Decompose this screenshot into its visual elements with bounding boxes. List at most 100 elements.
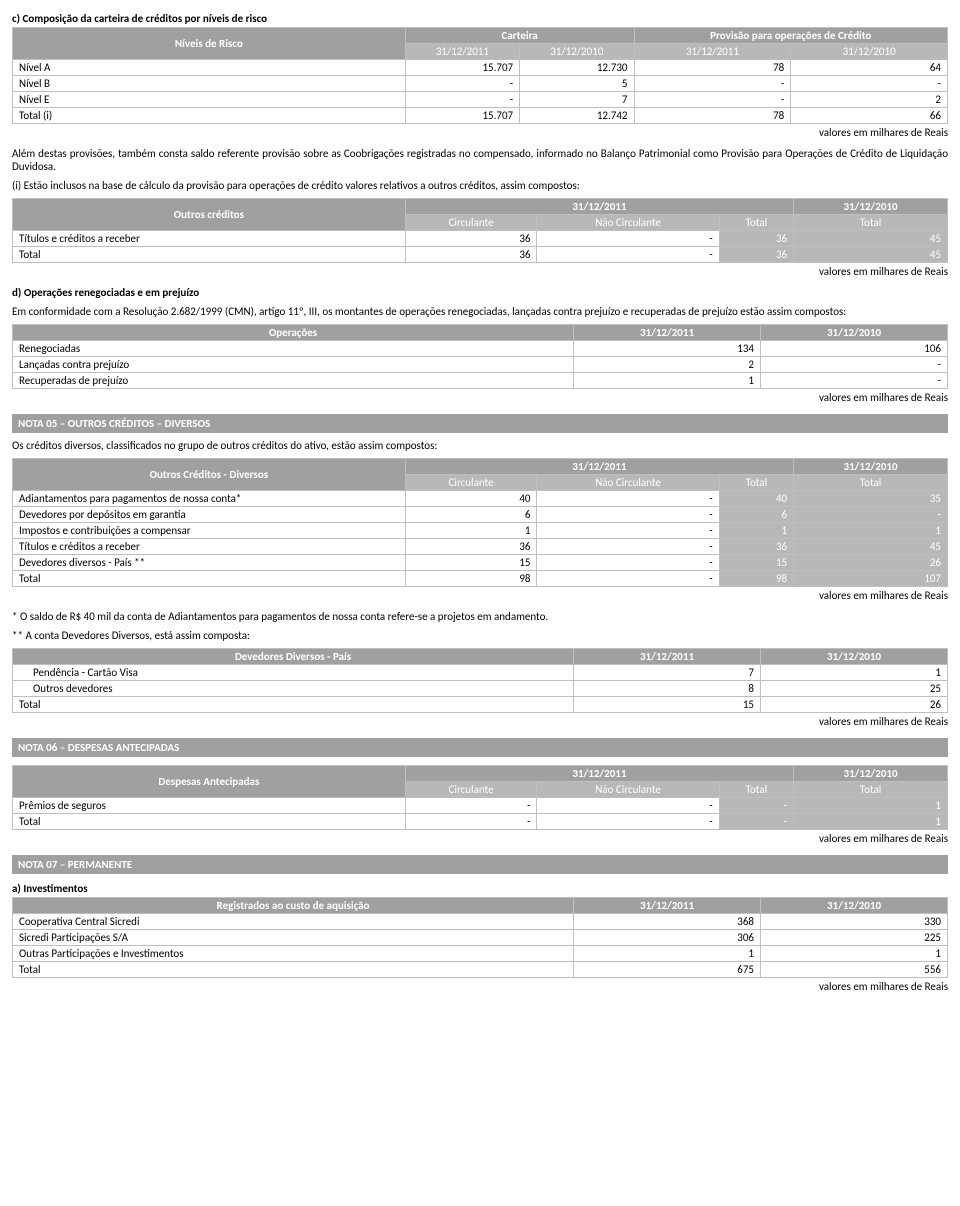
cell-label: Cooperativa Central Sicredi: [13, 914, 574, 930]
cell-value: -: [761, 373, 948, 389]
col-circ: Circulante: [405, 782, 537, 798]
cell-value: 1: [794, 798, 948, 814]
cell-label: Total: [13, 571, 406, 587]
col-2011: 31/12/2011: [574, 649, 761, 665]
cell-value: 36: [405, 247, 537, 263]
cell-value: 36: [719, 539, 793, 555]
cell-value: 368: [574, 914, 761, 930]
col-2010: 31/12/2010: [761, 898, 948, 914]
table-row-total: Total (i) 15.707 12.742 78 66: [13, 108, 948, 124]
cell-value: 1: [405, 523, 537, 539]
footnote: valores em milhares de Reais: [12, 265, 948, 278]
table-row: Renegociadas 134 106: [13, 341, 948, 357]
cell-value: 36: [405, 231, 537, 247]
cell-value: 40: [719, 491, 793, 507]
cell-label: Nível B: [13, 76, 406, 92]
cell-value: -: [537, 798, 719, 814]
cell-value: 6: [405, 507, 537, 523]
table-row-total: Total 98 - 98 107: [13, 571, 948, 587]
col-2010: 31/12/2010: [794, 459, 948, 475]
cell-value: 15: [405, 555, 537, 571]
col-ncirc: Não Circulante: [537, 782, 719, 798]
section-d-title: d) Operações renegociadas e em prejuízo: [12, 286, 948, 299]
paragraph: (i) Estão inclusos na base de cálculo da…: [12, 179, 948, 192]
section-c-title: c) Composição da carteira de créditos po…: [12, 12, 948, 25]
footnote: valores em milhares de Reais: [12, 715, 948, 728]
col-2010: 31/12/2010: [761, 649, 948, 665]
col-carteira: Carteira: [405, 28, 634, 44]
cell-value: 45: [794, 231, 948, 247]
cell-value: 1: [574, 373, 761, 389]
nota05-bar: NOTA 05 – OUTROS CRÉDITOS – DIVERSOS: [12, 414, 948, 433]
cell-value: 225: [761, 930, 948, 946]
table-row-total: Total 675 556: [13, 962, 948, 978]
cell-value: 5: [520, 76, 634, 92]
table-row: Outras Participações e Investimentos 1 1: [13, 946, 948, 962]
table-row: Impostos e contribuições a compensar 1 -…: [13, 523, 948, 539]
cell-value: 8: [574, 681, 761, 697]
cell-value: 1: [794, 814, 948, 830]
col-niveis: Níveis de Risco: [13, 28, 406, 60]
table-row-total: Total 15 26: [13, 697, 948, 713]
cell-label: Lançadas contra prejuízo: [13, 357, 574, 373]
cell-value: 15.707: [405, 60, 519, 76]
cell-value: 78: [634, 60, 791, 76]
cell-label: Outras Participações e Investimentos: [13, 946, 574, 962]
cell-value: 1: [761, 665, 948, 681]
cell-value: -: [537, 571, 719, 587]
table-row: Outros devedores 8 25: [13, 681, 948, 697]
cell-value: 35: [794, 491, 948, 507]
nota07-bar: NOTA 07 – PERMANENTE: [12, 855, 948, 874]
nota06-bar: NOTA 06 – DESPESAS ANTECIPADAS: [12, 738, 948, 757]
table-investimentos: Registrados ao custo de aquisição 31/12/…: [12, 897, 948, 978]
table-row: Pendência - Cartão Visa 7 1: [13, 665, 948, 681]
footnote: valores em milhares de Reais: [12, 589, 948, 602]
cell-value: -: [537, 555, 719, 571]
cell-value: 7: [574, 665, 761, 681]
table-niveis-risco: Níveis de Risco Carteira Provisão para o…: [12, 27, 948, 124]
cell-label: Total: [13, 814, 406, 830]
col-2011: 31/12/2011: [405, 459, 793, 475]
table-row: Lançadas contra prejuízo 2 -: [13, 357, 948, 373]
cell-label: Impostos e contribuições a compensar: [13, 523, 406, 539]
cell-value: -: [794, 507, 948, 523]
col-2011: 31/12/2011: [405, 44, 519, 60]
cell-label: Total: [13, 697, 574, 713]
col-total: Total: [794, 475, 948, 491]
cell-value: 675: [574, 962, 761, 978]
paragraph: Em conformidade com a Resolução 2.682/19…: [12, 305, 948, 318]
cell-value: 1: [761, 946, 948, 962]
col-dd: Devedores Diversos - País: [13, 649, 574, 665]
cell-label: Total: [13, 247, 406, 263]
table-row-total: Total - - - 1: [13, 814, 948, 830]
cell-value: -: [791, 76, 948, 92]
table-devedores-diversos: Devedores Diversos - País 31/12/2011 31/…: [12, 648, 948, 713]
table-row: Prêmios de seguros - - - 1: [13, 798, 948, 814]
cell-label: Nível A: [13, 60, 406, 76]
cell-value: 15: [574, 697, 761, 713]
cell-value: 66: [791, 108, 948, 124]
cell-value: -: [537, 231, 719, 247]
cell-value: 330: [761, 914, 948, 930]
cell-label: Devedores diversos - País **: [13, 555, 406, 571]
footnote: valores em milhares de Reais: [12, 980, 948, 993]
table-row: Nível A 15.707 12.730 78 64: [13, 60, 948, 76]
cell-label: Recuperadas de prejuízo: [13, 373, 574, 389]
cell-value: -: [405, 92, 519, 108]
paragraph: ** A conta Devedores Diversos, está assi…: [12, 629, 948, 642]
cell-value: 12.742: [520, 108, 634, 124]
col-2010: 31/12/2010: [791, 44, 948, 60]
cell-value: -: [719, 814, 793, 830]
col-total: Total: [794, 215, 948, 231]
table-row: Adiantamentos para pagamentos de nossa c…: [13, 491, 948, 507]
cell-value: 26: [794, 555, 948, 571]
cell-value: 306: [574, 930, 761, 946]
cell-value: 25: [761, 681, 948, 697]
cell-value: -: [405, 76, 519, 92]
cell-value: -: [537, 523, 719, 539]
col-2010: 31/12/2010: [794, 766, 948, 782]
col-circ: Circulante: [405, 215, 537, 231]
cell-value: 64: [791, 60, 948, 76]
cell-label: Adiantamentos para pagamentos de nossa c…: [13, 491, 406, 507]
col-ncirc: Não Circulante: [537, 215, 719, 231]
